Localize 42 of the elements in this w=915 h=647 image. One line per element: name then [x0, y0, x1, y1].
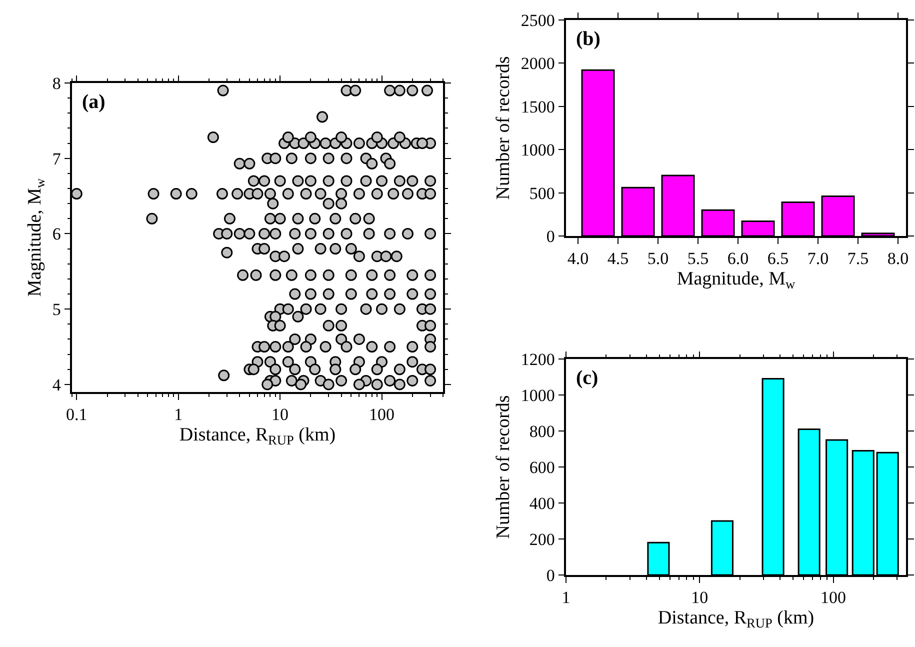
y-tick-label: 600	[529, 458, 555, 477]
y-tick-label: 1200	[520, 350, 555, 369]
x-tick-label: 0.1	[66, 405, 88, 424]
y-tick-label: 7	[52, 149, 62, 168]
annotation: (c)	[576, 367, 598, 389]
x-tick-label: 5.5	[687, 249, 709, 268]
x-tick-label: 4.5	[607, 249, 629, 268]
x-tick-label: 8.0	[887, 249, 909, 268]
y-tick-label: 1000	[520, 140, 555, 160]
x-tick-label: 100	[369, 405, 395, 424]
y-axis-title: Number of records	[493, 395, 514, 539]
y-tick-label: 2000	[520, 54, 555, 74]
y-tick-label: 0	[546, 566, 555, 585]
x-tick-label: 5.0	[647, 249, 669, 268]
y-tick-label: 800	[529, 422, 555, 441]
annotation: (b)	[576, 28, 600, 50]
y-tick-label: 6	[52, 224, 61, 244]
x-tick-label: 100	[820, 588, 846, 608]
x-axis-title: Magnitude, M$_{w}$	[676, 268, 796, 292]
x-tick-label: 6.5	[767, 249, 789, 268]
x-tick-label: 10	[691, 588, 708, 608]
y-tick-label: 1000	[520, 386, 555, 405]
x-tick-label: 1	[562, 588, 570, 608]
y-tick-label: 5	[52, 300, 61, 320]
y-axis-title: Number of records	[493, 56, 514, 200]
x-axis-title: Distance, R$_{RUP}$ (km)	[179, 424, 336, 448]
annotation: (a)	[82, 91, 106, 113]
x-axis-title: Distance, R$_{RUP}$ (km)	[658, 607, 814, 630]
x-tick-label: 6.0	[727, 249, 749, 268]
y-tick-label: 200	[529, 530, 555, 549]
y-tick-label: 4	[52, 375, 62, 394]
x-tick-label: 1	[174, 405, 183, 424]
y-tick-label: 400	[529, 494, 555, 513]
y-tick-label: 1500	[520, 97, 555, 116]
x-tick-label: 10	[272, 405, 289, 424]
y-tick-label: 0	[546, 226, 555, 246]
y-tick-label: 8	[52, 74, 61, 93]
x-tick-label: 7.5	[847, 249, 869, 268]
y-tick-label: 500	[529, 184, 555, 203]
x-tick-label: 7.0	[807, 249, 829, 268]
x-tick-label: 4.0	[567, 249, 589, 268]
y-tick-label: 2500	[520, 10, 555, 30]
